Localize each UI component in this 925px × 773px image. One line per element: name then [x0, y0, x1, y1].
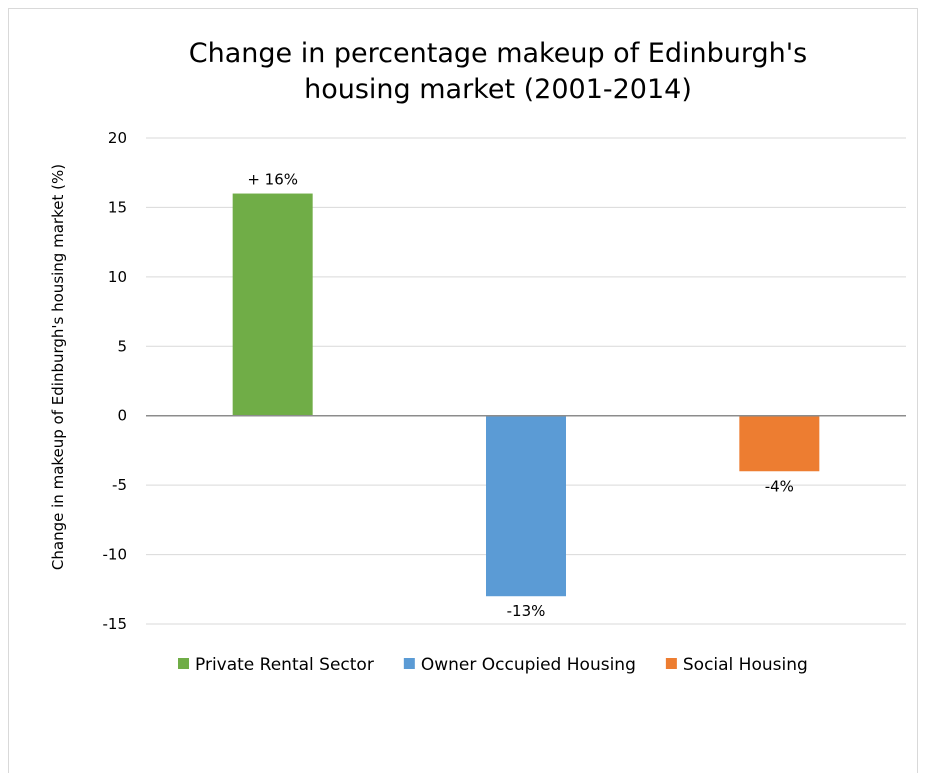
legend-label: Owner Occupied Housing — [421, 655, 636, 675]
legend: Private Rental Sector Owner Occupied Hous… — [178, 655, 808, 675]
chart-title-line-1: Change in percentage makeup of Edinburgh… — [189, 38, 807, 69]
legend-swatch — [403, 658, 415, 669]
y-tick-label: 0 — [117, 407, 127, 425]
y-axis-ticks: 20 15 10 5 0 -5 -10 -15 — [103, 129, 128, 633]
y-tick-label: 10 — [108, 268, 127, 286]
y-tick-label: 20 — [108, 129, 127, 147]
data-label: -4% — [765, 477, 794, 495]
data-labels: + 16% -13% -4% — [247, 171, 794, 621]
y-axis-label: Change in makeup of Edinburgh's housing … — [49, 164, 67, 570]
bar — [739, 415, 820, 472]
y-tick-label: -15 — [103, 615, 128, 633]
bars — [232, 193, 820, 597]
y-tick-label: -10 — [103, 546, 128, 564]
legend-swatch — [178, 658, 189, 669]
legend-label: Social Housing — [683, 655, 808, 675]
chart-frame — [8, 8, 918, 773]
bar — [486, 415, 566, 597]
data-label: -13% — [507, 602, 546, 620]
bar — [232, 193, 313, 416]
legend-label: Private Rental Sector — [195, 655, 374, 675]
y-tick-label: 5 — [117, 337, 127, 355]
y-tick-label: -5 — [112, 476, 127, 494]
legend-swatch — [665, 658, 677, 669]
y-tick-label: 15 — [108, 198, 127, 216]
data-label: + 16% — [247, 171, 298, 189]
chart-title-line-2: housing market (2001-2014) — [304, 74, 692, 105]
